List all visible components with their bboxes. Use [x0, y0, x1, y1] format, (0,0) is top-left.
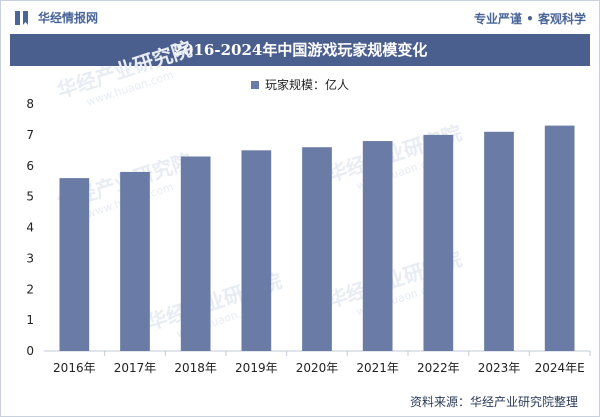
chart-title: 2016-2024年中国游戏玩家规模变化: [10, 34, 590, 66]
legend: 玩家规模：亿人: [0, 76, 600, 93]
y-tick-label: 5: [26, 190, 34, 204]
bar: [302, 147, 332, 351]
slogan: 专业严谨 • 客观科学: [473, 12, 586, 26]
bar: [423, 134, 454, 351]
x-tick-label: 2024年E: [535, 361, 585, 375]
x-tick-label: 2018年: [174, 361, 217, 375]
y-tick-label: 2: [26, 282, 34, 296]
legend-swatch: [250, 80, 259, 89]
y-tick-label: 7: [26, 128, 34, 142]
y-tick-label: 6: [26, 159, 34, 173]
y-tick-label: 0: [26, 344, 34, 358]
x-tick-label: 2019年: [235, 361, 278, 375]
bar: [120, 171, 150, 351]
y-tick-label: 3: [26, 251, 34, 265]
x-tick-label: 2021年: [356, 361, 399, 375]
x-tick-label: 2023年: [478, 361, 521, 375]
x-tick-label: 2022年: [417, 361, 460, 375]
source-note: 资料来源：华经产业研究院整理: [409, 395, 578, 409]
x-tick-label: 2016年: [53, 361, 96, 375]
bar: [544, 125, 575, 351]
bar: [362, 141, 393, 351]
bar: [241, 150, 272, 351]
bar: [180, 156, 211, 351]
y-tick-label: 8: [26, 97, 34, 111]
x-tick-label: 2020年: [296, 361, 339, 375]
bar: [59, 178, 90, 351]
x-tick-label: 2017年: [114, 361, 157, 375]
top-bar: 华经情报网 专业严谨 • 客观科学: [0, 0, 600, 34]
brand: 华经情报网: [14, 9, 98, 26]
y-tick-label: 4: [26, 221, 34, 235]
brand-name: 华经情报网: [38, 11, 99, 25]
legend-label: 玩家规模：亿人: [264, 78, 349, 92]
bookmark-bars-icon: [15, 10, 28, 25]
bar: [484, 131, 514, 351]
y-tick-label: 1: [26, 313, 34, 327]
